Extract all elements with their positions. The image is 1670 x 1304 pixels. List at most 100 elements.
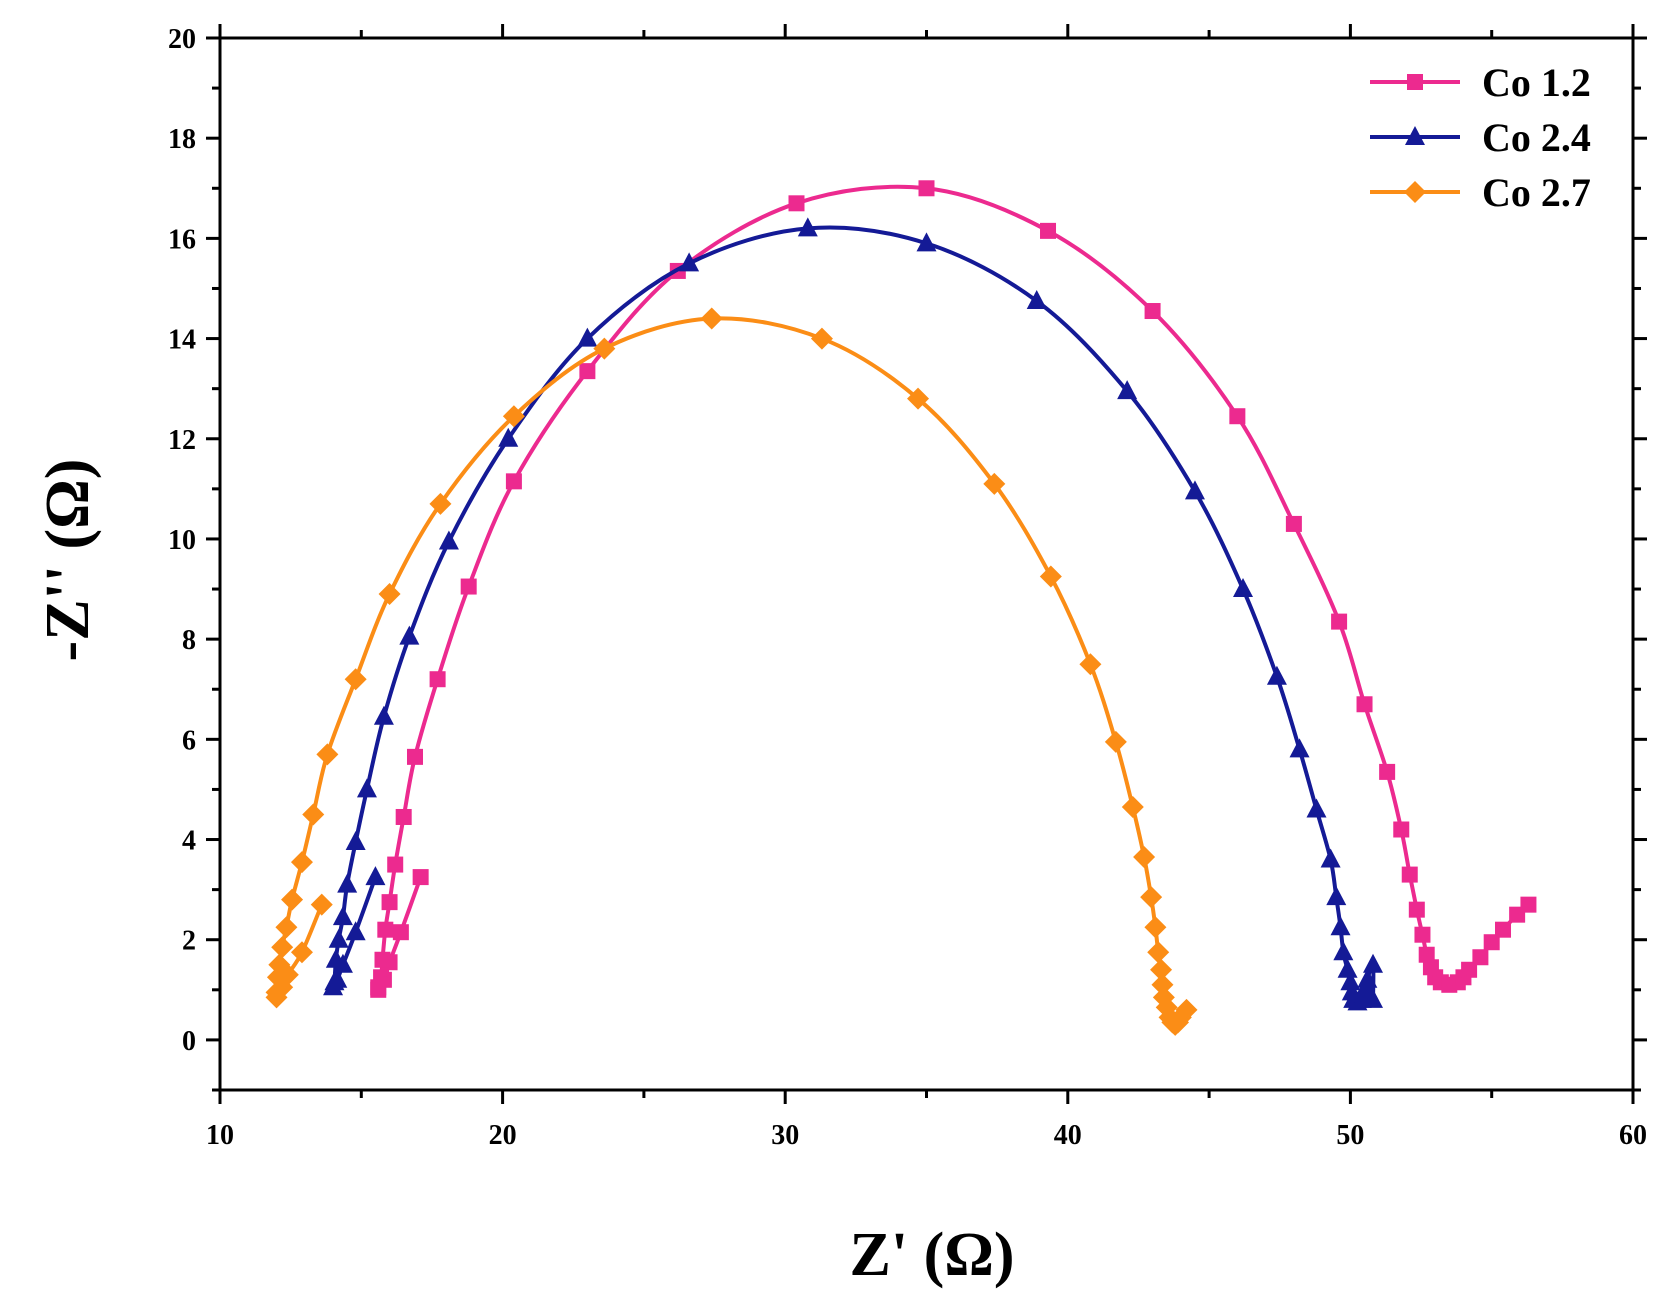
data-point [1363, 988, 1384, 1008]
data-point [356, 778, 377, 798]
data-point [1233, 578, 1254, 598]
y-tick-label: 18 [168, 124, 196, 155]
data-point [395, 808, 412, 825]
data-point [275, 916, 298, 939]
series-layer [265, 180, 1537, 1036]
data-point [1337, 958, 1358, 978]
series-line [330, 225, 1376, 1005]
data-point [1285, 515, 1302, 532]
data-point [1150, 958, 1173, 981]
data-point [577, 327, 598, 347]
data-point [1356, 696, 1373, 713]
data-point [344, 668, 367, 691]
data-point [316, 743, 339, 766]
data-point [1331, 613, 1348, 630]
data-point [1357, 968, 1378, 988]
x-axis-title: Z' (Ω) [849, 1221, 1014, 1289]
data-point [983, 472, 1006, 495]
x-tick-label: 20 [489, 1120, 517, 1151]
data-point [1363, 953, 1384, 973]
data-point [1495, 921, 1512, 938]
data-point [505, 473, 522, 490]
data-point [1408, 901, 1425, 918]
data-point [310, 893, 333, 916]
data-point [1333, 941, 1354, 961]
x-tick-label: 10 [206, 1120, 234, 1151]
data-point [1266, 665, 1287, 685]
data-point [378, 583, 401, 606]
y-tick-label: 10 [168, 525, 196, 556]
data-point [412, 869, 429, 886]
y-tick-label: 12 [168, 425, 196, 456]
data-point [1461, 961, 1478, 978]
data-point [1229, 408, 1246, 425]
data-point [1147, 941, 1170, 964]
data-point [373, 969, 390, 986]
data-point [1340, 971, 1361, 991]
data-point [1151, 973, 1174, 996]
data-point [1289, 738, 1310, 758]
x-tick-label: 30 [771, 1120, 799, 1151]
data-point [302, 803, 325, 826]
x-tick-label: 50 [1336, 1120, 1364, 1151]
legend-label: Co 2.7 [1482, 170, 1591, 215]
legend: Co 1.2 Co 2.4 Co 2.7 [1370, 60, 1591, 215]
x-tick-label: 40 [1054, 1120, 1082, 1151]
data-point [1144, 303, 1161, 320]
legend-label: Co 1.2 [1482, 60, 1591, 105]
data-point [266, 966, 289, 989]
data-point [1133, 846, 1156, 869]
data-point [1104, 730, 1127, 753]
legend-label: Co 2.4 [1482, 115, 1591, 160]
y-tick-label: 4 [182, 826, 196, 857]
data-point [324, 971, 345, 991]
data-point [392, 924, 409, 941]
legend-marker [1404, 181, 1426, 203]
y-tick-label: 0 [182, 1026, 196, 1057]
data-point [1414, 926, 1431, 943]
data-point [1117, 380, 1138, 400]
data-point [1184, 480, 1205, 500]
axes: 10 20 30 40 50 60 0 2 4 6 8 10 12 14 16 18 20 [168, 24, 1647, 1151]
series-line [274, 316, 1189, 1027]
series-co-2-4 [323, 217, 1384, 1011]
y-tick-label: 14 [168, 325, 196, 356]
y-tick-label: 8 [182, 625, 196, 656]
data-point [1306, 798, 1327, 818]
data-point [373, 705, 394, 725]
data-point [406, 748, 423, 765]
series-line [375, 184, 1530, 993]
data-point [290, 941, 313, 964]
data-point [1330, 916, 1351, 936]
data-point [1144, 916, 1167, 939]
y-tick-label: 6 [182, 725, 196, 756]
data-point [1026, 290, 1047, 309]
data-point [593, 337, 616, 360]
data-point [1379, 763, 1396, 780]
data-point [345, 831, 366, 851]
data-point [1520, 896, 1537, 913]
y-axis-title: -Z'' (Ω) [34, 459, 102, 662]
data-point [1175, 998, 1198, 1021]
data-point [328, 928, 349, 948]
x-tick-label: 60 [1619, 1120, 1647, 1151]
data-point [268, 953, 291, 976]
data-point [1483, 934, 1500, 951]
data-point [365, 866, 386, 886]
series-co-2-7 [265, 307, 1198, 1036]
data-point [679, 252, 700, 272]
data-point [460, 578, 477, 595]
data-point [429, 671, 446, 688]
data-point [1418, 946, 1435, 963]
data-point [337, 873, 358, 893]
data-point [502, 405, 525, 428]
data-point [429, 492, 452, 515]
data-point [332, 906, 353, 926]
data-point [281, 888, 304, 911]
data-point [907, 387, 930, 410]
data-point [265, 981, 288, 1004]
y-tick-label: 20 [168, 24, 196, 55]
data-point [377, 921, 394, 938]
data-point [271, 936, 294, 959]
